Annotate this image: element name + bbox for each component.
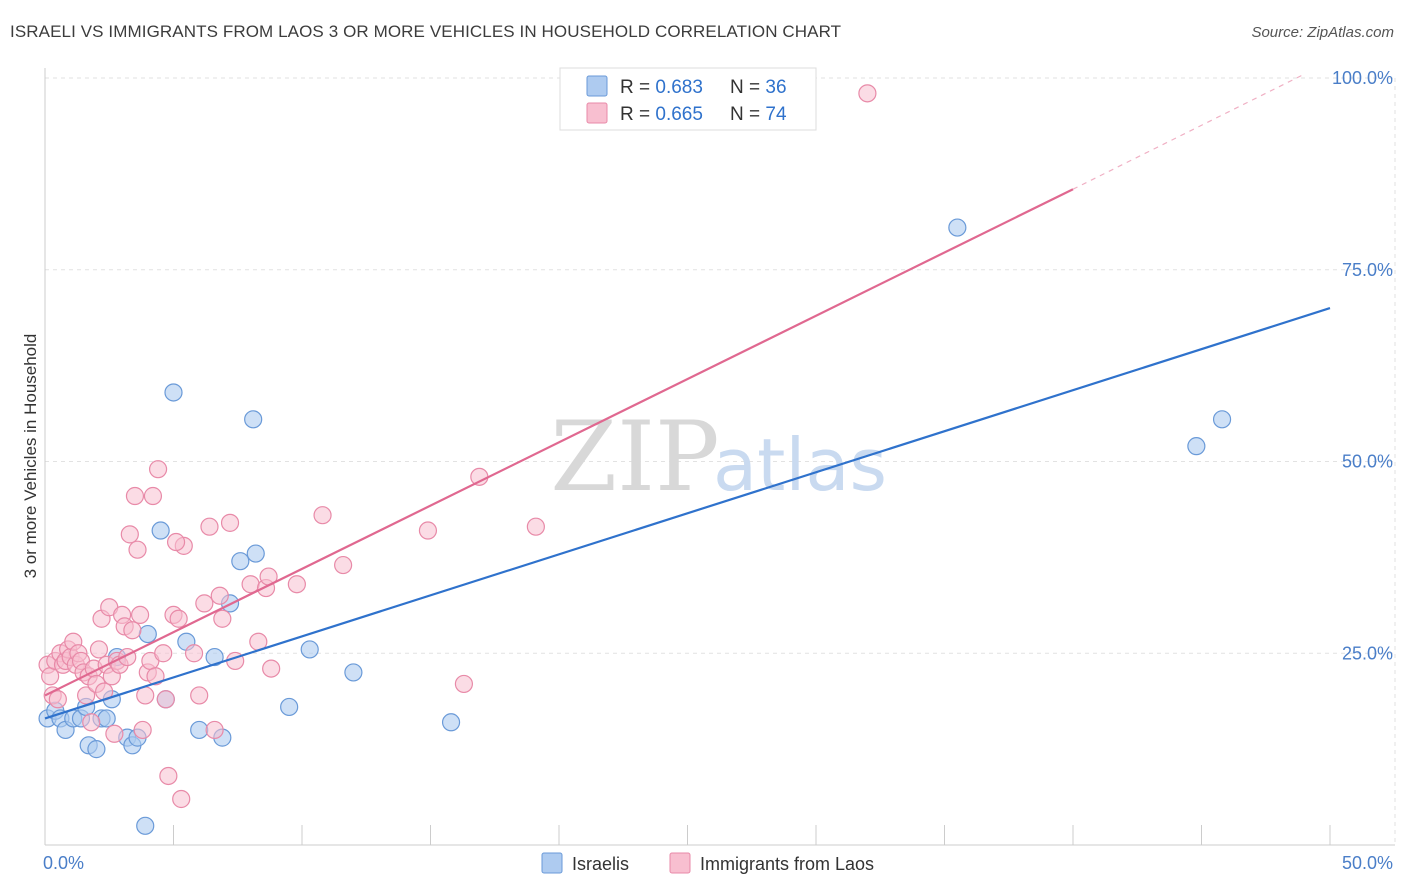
laos-point (454, 674, 474, 694)
laos-trendline (44, 188, 1074, 697)
legend-r-label: R = (620, 77, 655, 98)
svg-text:R = 0.665: R = 0.665 (620, 104, 703, 125)
svg-text:N = 36: N = 36 (730, 77, 787, 98)
israelis-point (246, 544, 265, 563)
y-axis-title: 3 or more Vehicles in Household (21, 334, 40, 579)
israelis-point (948, 218, 967, 237)
laos-point (858, 84, 877, 103)
laos-point (128, 540, 147, 559)
israelis-point (300, 640, 319, 659)
israelis-point (164, 383, 183, 402)
israelis-point (205, 647, 224, 667)
legend-swatch-laos (586, 102, 608, 124)
laos-point (48, 690, 67, 709)
israelis-point (87, 740, 106, 759)
laos-point (210, 586, 229, 605)
legend-label-laos: Immigrants from Laos (700, 854, 874, 874)
israelis-point (441, 713, 461, 732)
laos-point (120, 525, 139, 544)
y-tick-label: 25.0% (1342, 643, 1393, 663)
laos-point (133, 720, 152, 740)
laos-point (130, 605, 150, 625)
laos-point (143, 486, 163, 506)
israelis-point (244, 410, 263, 429)
laos-point (287, 575, 306, 594)
laos-point (125, 486, 145, 506)
y-tick-label: 100.0% (1332, 68, 1393, 88)
legend-r-value: 0.665 (655, 104, 703, 125)
laos-point (418, 521, 438, 540)
laos-point (470, 467, 489, 486)
legend-r-label: R = (620, 104, 655, 125)
laos-point (148, 460, 168, 479)
laos-point (159, 766, 178, 786)
israelis-point (344, 663, 363, 682)
laos-point (169, 609, 188, 628)
legend-bottom: Israelis Immigrants from Laos (541, 852, 874, 874)
laos-point (105, 724, 124, 743)
laos-point (313, 506, 332, 525)
watermark-zip: ZIP (550, 401, 719, 513)
legend-n-label: N = (730, 104, 765, 125)
y-tick-label: 75.0% (1342, 260, 1393, 280)
laos-point (154, 644, 173, 663)
israelis-point (97, 709, 116, 728)
laos-point (334, 555, 353, 575)
laos-point (77, 686, 96, 705)
laos-point (190, 686, 209, 705)
x-tick-labels: 0.0% 50.0% (43, 853, 1393, 873)
y-tick-labels: 25.0% 50.0% 75.0% 100.0% (1332, 68, 1393, 663)
laos-trendline-extension (1072, 73, 1305, 190)
israelis-point (151, 521, 170, 540)
watermark: ZIP atlas (550, 401, 887, 513)
laos-point (156, 690, 175, 709)
laos-point (172, 789, 191, 809)
legend-top: R = 0.683 N = 36 R = 0.665 N = 74 (559, 67, 817, 131)
israelis-point (138, 624, 157, 644)
israelis-point (1212, 410, 1232, 429)
legend-n-value: 36 (765, 77, 786, 98)
laos-point (82, 713, 101, 732)
axes (44, 68, 1395, 846)
x-tick-label: 0.0% (43, 853, 84, 873)
laos-point (213, 609, 232, 628)
laos-point (89, 640, 109, 659)
legend-n-value: 74 (765, 104, 787, 125)
israelis-point (136, 816, 155, 835)
israelis-point (190, 720, 209, 740)
laos-point (166, 532, 186, 552)
laos-point (262, 659, 281, 678)
legend-swatch-israelis (541, 852, 563, 874)
laos-point (205, 720, 224, 740)
legend-swatch-laos (669, 852, 691, 874)
laos-point (184, 644, 204, 663)
series-israelis (38, 218, 1232, 835)
laos-point (123, 621, 142, 640)
israelis-point (1187, 437, 1206, 456)
y-tick-label: 50.0% (1342, 452, 1393, 472)
watermark-atlas: atlas (713, 423, 887, 507)
legend-label-israelis: Israelis (572, 854, 629, 874)
laos-point (526, 517, 545, 536)
israelis-trendline (44, 307, 1331, 720)
laos-point (146, 667, 165, 686)
israelis-point (280, 697, 299, 717)
israelis-point (231, 552, 250, 571)
legend-n-label: N = (730, 77, 765, 98)
svg-text:R = 0.683: R = 0.683 (620, 77, 703, 98)
laos-point (220, 513, 240, 532)
chart-title: ISRAELI VS IMMIGRANTS FROM LAOS 3 OR MOR… (10, 22, 842, 41)
legend-swatch-israelis (586, 75, 608, 97)
laos-point (200, 517, 219, 536)
legend-r-value: 0.683 (655, 77, 703, 98)
svg-text:N = 74: N = 74 (730, 104, 787, 125)
laos-point (195, 594, 214, 613)
series-laos (38, 84, 877, 809)
chart-source: Source: ZipAtlas.com (1251, 24, 1394, 41)
x-tick-label: 50.0% (1342, 853, 1393, 873)
trendlines (44, 73, 1331, 720)
